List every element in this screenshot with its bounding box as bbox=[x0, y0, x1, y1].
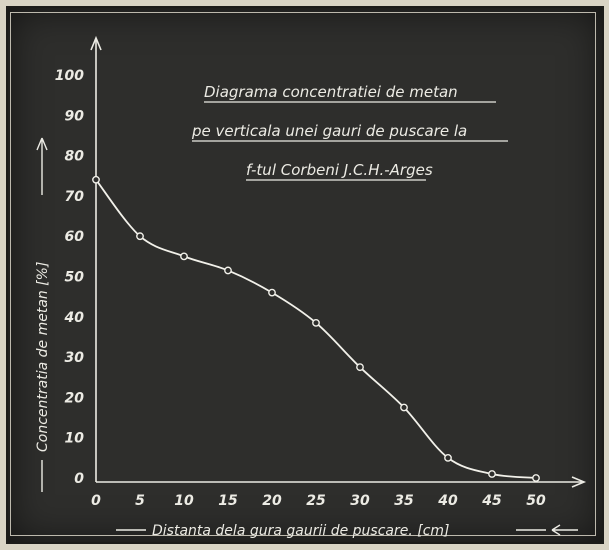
data-points bbox=[92, 175, 540, 482]
x-tick-label: 45 bbox=[481, 493, 502, 509]
chart-title: Diagrama concentratiei de metan pe verti… bbox=[191, 83, 508, 181]
x-axis-label-group: Distanta dela gura gaurii de puscare. [c… bbox=[116, 523, 578, 539]
y-tick-label: 40 bbox=[64, 310, 85, 326]
y-tick-label: 30 bbox=[65, 350, 85, 366]
y-tick-label: 0 bbox=[74, 471, 84, 487]
x-tick-label: 35 bbox=[394, 493, 414, 509]
y-tick-label: 50 bbox=[65, 270, 85, 286]
x-tick-labels: 0 5 10 15 20 25 30 35 40 45 50 bbox=[91, 493, 546, 509]
data-point-9 bbox=[488, 470, 496, 478]
y-axis-label-group: Concentratia de metan [%] bbox=[35, 137, 51, 492]
y-tick-labels: 0 10 20 30 40 50 60 70 80 90 100 bbox=[55, 68, 84, 487]
x-tick-label: 40 bbox=[437, 493, 458, 509]
y-axis-label: Concentratia de metan [%] bbox=[35, 262, 51, 452]
y-tick-label: 20 bbox=[65, 390, 85, 406]
y-tick-label: 100 bbox=[55, 68, 84, 84]
x-label-arrow-icon bbox=[551, 524, 578, 536]
x-axis-arrow-head bbox=[571, 476, 587, 488]
y-tick-label: 90 bbox=[65, 108, 85, 124]
x-tick-label: 10 bbox=[174, 493, 194, 509]
data-point-6 bbox=[356, 363, 364, 372]
series-line bbox=[95, 179, 537, 479]
y-tick-label: 80 bbox=[65, 149, 85, 165]
x-axis-label: Distanta dela gura gaurii de puscare. [c… bbox=[152, 523, 450, 539]
data-point-3 bbox=[224, 266, 232, 275]
x-tick-label: 15 bbox=[218, 493, 238, 509]
x-tick-label: 20 bbox=[262, 493, 282, 509]
data-point-7 bbox=[400, 403, 408, 412]
y-axis-arrow-head bbox=[90, 35, 102, 51]
x-tick-label: 0 bbox=[91, 493, 101, 509]
x-tick-label: 25 bbox=[306, 493, 326, 509]
chart-frame bbox=[6, 6, 604, 544]
data-point-0 bbox=[92, 175, 100, 184]
title-line-2: pe verticala unei gauri de puscare la bbox=[191, 122, 467, 140]
x-tick-label: 30 bbox=[350, 493, 370, 509]
data-point-10 bbox=[532, 474, 540, 482]
x-tick-label: 50 bbox=[526, 493, 546, 509]
data-point-5 bbox=[312, 318, 320, 327]
y-tick-label: 60 bbox=[65, 229, 85, 245]
data-point-2 bbox=[180, 252, 188, 261]
title-line-1: Diagrama concentratiei de metan bbox=[204, 83, 458, 101]
data-point-4 bbox=[268, 288, 276, 297]
data-point-1 bbox=[136, 232, 144, 241]
y-label-arrow-icon bbox=[36, 137, 48, 151]
x-tick-label: 5 bbox=[135, 493, 145, 509]
y-tick-label: 10 bbox=[65, 431, 85, 447]
data-point-8 bbox=[444, 453, 452, 462]
y-tick-label: 70 bbox=[65, 189, 85, 205]
title-line-3: f-tul Corbeni J.C.H.-Arges bbox=[246, 161, 433, 179]
